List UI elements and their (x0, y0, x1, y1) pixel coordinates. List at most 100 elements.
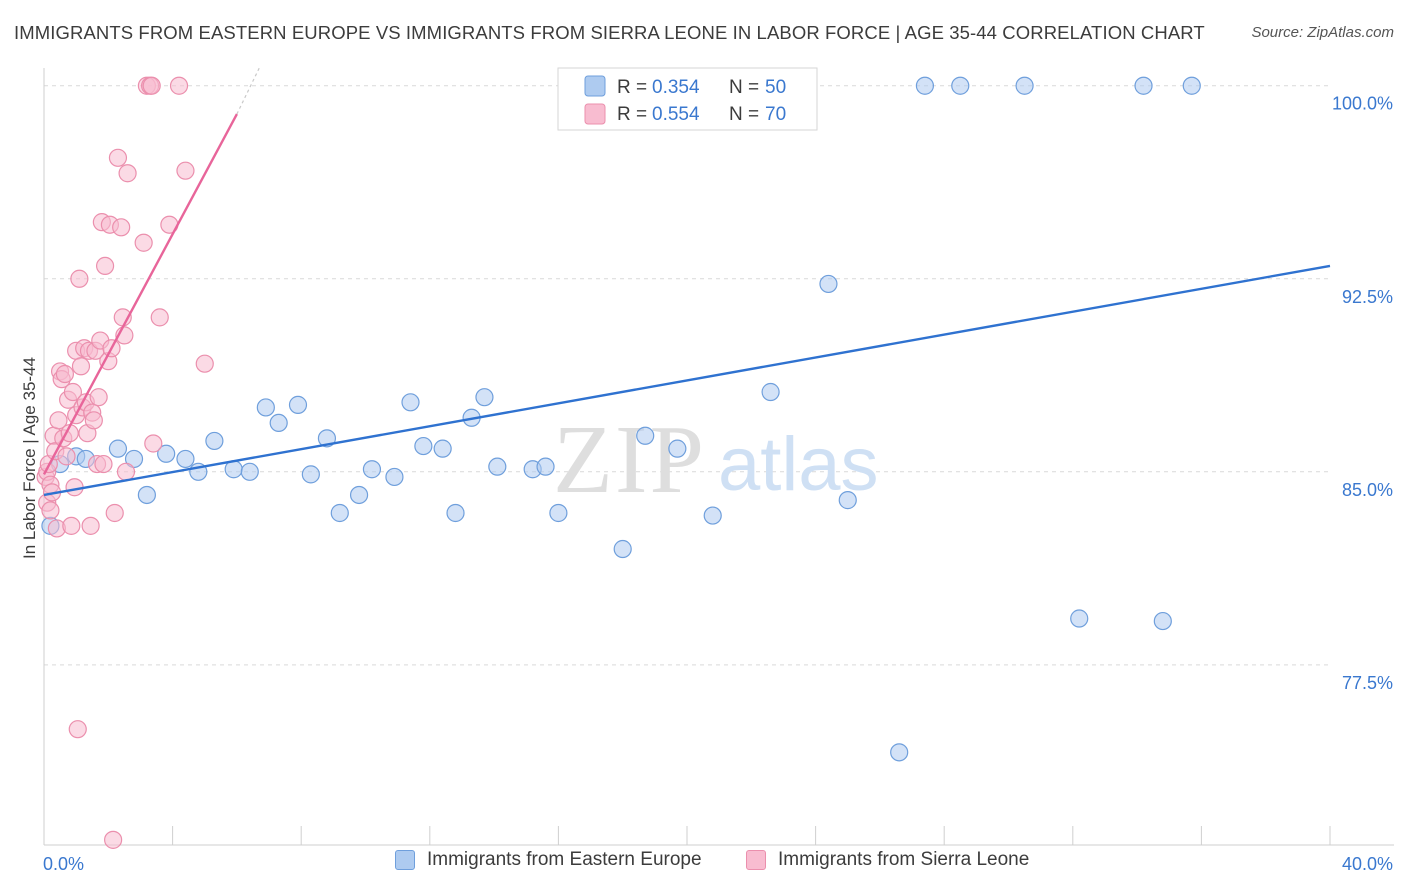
data-point (1015, 76, 1034, 95)
y-tick-label: 77.5% (1342, 673, 1393, 693)
data-point (112, 218, 131, 237)
legend-blue-n-value: 50 (765, 77, 786, 98)
data-point (89, 388, 108, 407)
data-point (144, 434, 163, 453)
grid-lines (44, 85, 1330, 666)
data-point (475, 388, 494, 407)
legend-label-eastern-europe: Immigrants from Eastern Europe (427, 849, 702, 870)
legend-blue-r-label: R = (617, 77, 652, 98)
axes (43, 68, 1394, 846)
data-point (240, 462, 259, 481)
watermark-zip: ZIP (553, 406, 706, 514)
data-point (134, 233, 153, 252)
data-point (401, 393, 420, 412)
data-point (488, 457, 507, 476)
data-point (150, 308, 169, 327)
data-point (118, 164, 137, 183)
data-point (1134, 76, 1153, 95)
legend-blue-n-label: N = (729, 77, 764, 98)
data-point (446, 503, 465, 523)
data-point (95, 256, 115, 276)
data-point (288, 395, 308, 414)
data-point (269, 413, 288, 433)
data-point (549, 503, 568, 523)
data-point (108, 439, 128, 458)
data-point (915, 76, 935, 95)
data-point (49, 411, 68, 430)
data-point (70, 269, 89, 288)
data-point (81, 516, 100, 535)
data-point (116, 462, 136, 481)
legend-item-sierra-leone: Immigrants from Sierra Leone (746, 849, 1029, 871)
trend-line-extension-pink (236, 67, 260, 115)
data-point (330, 503, 349, 523)
data-point (105, 503, 124, 523)
data-point (195, 354, 214, 373)
legend-swatch-pink (746, 850, 766, 870)
watermark: ZIP atlas (553, 406, 879, 514)
data-point (157, 444, 176, 463)
data-point (65, 478, 84, 497)
data-point (169, 76, 189, 95)
data-point (819, 274, 838, 294)
data-point (838, 491, 857, 510)
legend-bottom: Immigrants from Eastern Europe Immigrant… (0, 849, 1406, 879)
y-tick-label: 100.0% (1332, 94, 1393, 114)
legend-pink-swatch (584, 103, 606, 125)
data-point (41, 501, 60, 520)
data-point (349, 485, 369, 505)
legend-swatch-blue (395, 850, 415, 870)
data-point (433, 439, 452, 458)
data-point (668, 439, 687, 458)
data-point (137, 485, 156, 505)
legend-pink-n-value: 70 (765, 104, 786, 125)
data-point (124, 449, 144, 469)
data-point (385, 467, 404, 487)
data-point (951, 76, 970, 95)
data-point (176, 449, 195, 469)
y-tick-labels: 77.5% 85.0% 92.5% 100.0% (1332, 94, 1393, 693)
y-axis-label: In Labor Force | Age 35-44 (20, 357, 39, 559)
x-tick-label: 0.0% (43, 854, 84, 874)
trend-line-blue (43, 264, 1331, 497)
data-point (636, 426, 655, 445)
data-point (142, 76, 161, 95)
data-points (36, 76, 1201, 849)
data-point (362, 460, 382, 479)
y-tick-label: 85.0% (1342, 480, 1393, 500)
data-point (71, 357, 91, 376)
series-pink (36, 76, 214, 849)
data-point (613, 539, 632, 559)
y-tick-label: 92.5% (1342, 287, 1393, 307)
data-point (890, 743, 909, 762)
data-point (94, 454, 113, 474)
legend-top: R = 0.354 N = 50 R = 0.554 N = 70 (557, 67, 818, 131)
legend-pink-r-value: 0.554 (652, 104, 700, 125)
data-point (536, 457, 555, 476)
data-point (1070, 609, 1089, 628)
x-tick-labels: 0.0% 40.0% (43, 854, 1393, 874)
data-point (62, 516, 81, 535)
data-point (55, 364, 74, 384)
trend-line-pink (42, 113, 238, 475)
data-point (176, 161, 195, 180)
legend-label-sierra-leone: Immigrants from Sierra Leone (778, 849, 1030, 870)
data-point (63, 382, 83, 402)
data-point (1182, 76, 1201, 95)
data-point (104, 830, 123, 849)
trend-lines (42, 67, 1331, 497)
legend-pink-n-label: N = (729, 104, 764, 125)
legend-pink-r-label: R = (617, 104, 652, 125)
data-point (414, 436, 433, 456)
chart-title: IMMIGRANTS FROM EASTERN EUROPE VS IMMIGR… (14, 22, 1205, 43)
data-point (57, 447, 76, 466)
data-point (703, 506, 722, 525)
data-point (205, 431, 224, 451)
x-tick-label: 40.0% (1342, 854, 1393, 874)
data-point (1153, 611, 1172, 631)
data-point (84, 411, 103, 430)
data-point (256, 398, 275, 417)
data-point (317, 429, 337, 448)
legend-item-eastern-europe: Immigrants from Eastern Europe (395, 849, 702, 871)
